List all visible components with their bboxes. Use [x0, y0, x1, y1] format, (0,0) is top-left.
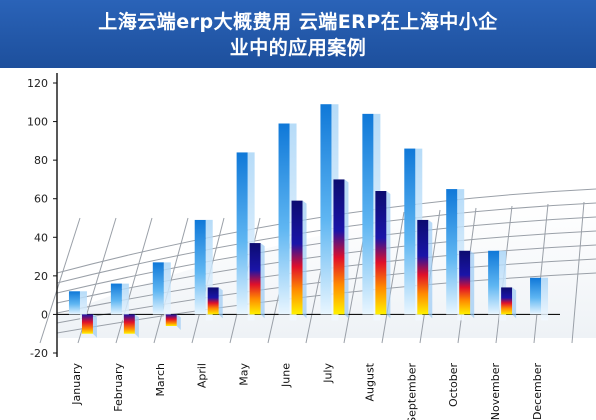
bars-group — [68, 104, 549, 338]
floor-gridline — [115, 217, 153, 344]
bar-august-series1 — [362, 113, 374, 315]
bar-march-series1 — [152, 262, 164, 315]
x-tick-label-february: February — [112, 363, 125, 412]
bar-side — [260, 243, 265, 319]
bar-january-series2 — [81, 314, 93, 334]
x-tick-label-june: June — [280, 363, 293, 388]
bar-may-series2 — [249, 243, 261, 315]
bar-may-series1 — [236, 152, 248, 315]
x-tick-label-march: March — [154, 363, 167, 397]
bar-november-series1 — [488, 250, 500, 315]
x-tick-label-july: July — [321, 363, 334, 384]
bar-june-series2 — [291, 200, 303, 315]
bar-december-series1 — [530, 277, 542, 315]
bar-april-series2 — [207, 287, 219, 315]
bar-side — [344, 179, 349, 319]
bar-side — [386, 191, 391, 319]
bar-march-series2 — [165, 314, 177, 326]
bar-january-series1 — [68, 291, 80, 315]
x-tick-label-may: May — [238, 363, 251, 386]
bar-side — [218, 287, 223, 319]
bar-side — [302, 200, 307, 319]
floor-gridline — [571, 201, 585, 344]
bar-side — [176, 314, 181, 330]
bar-july-series2 — [333, 179, 345, 315]
y-tick-label: 100 — [27, 116, 48, 129]
bar-side — [470, 250, 475, 319]
bar-side — [92, 314, 97, 338]
bar-side — [428, 219, 433, 319]
chart-title-line-1: 上海云端erp大概费用 云端ERP在上海中小企 — [98, 11, 498, 33]
bar-side — [121, 283, 129, 321]
bar-chart: -20 0 20 40 60 80 100 120 January February March A… — [27, 73, 596, 420]
floor-gridline — [153, 217, 189, 344]
bar-october-series1 — [446, 189, 458, 315]
bar-side — [79, 291, 87, 321]
bar-september-series1 — [404, 148, 416, 315]
x-tick-label-december: December — [531, 363, 544, 420]
y-tick-label: 80 — [34, 154, 48, 167]
bar-august-series2 — [375, 191, 387, 315]
bar-side — [134, 314, 139, 338]
x-tick-label-august: August — [363, 362, 376, 401]
bar-february-series1 — [110, 283, 122, 315]
y-tick-label: -20 — [30, 347, 48, 360]
bar-side — [541, 277, 549, 321]
bar-side — [163, 262, 171, 321]
bar-side — [512, 287, 517, 319]
y-axis: -20 0 20 40 60 80 100 120 — [27, 73, 560, 360]
floor-gridline — [39, 217, 81, 344]
floor-gridline — [381, 211, 405, 344]
x-tick-label-april: April — [196, 363, 209, 388]
y-tick-label: 40 — [34, 231, 48, 244]
x-tick-label-september: September — [405, 363, 418, 420]
bar-october-series2 — [459, 250, 471, 315]
bar-february-series2 — [123, 314, 135, 334]
y-tick-label: 0 — [41, 308, 48, 321]
x-tick-label-january: January — [70, 363, 83, 406]
x-tick-label-october: October — [447, 363, 460, 407]
bar-april-series1 — [194, 219, 206, 315]
y-tick-label: 20 — [34, 270, 48, 283]
y-tick-label: 60 — [34, 193, 48, 206]
title-banner: 上海云端erp大概费用 云端ERP在上海中小企 业中的应用案例 — [0, 0, 596, 68]
bar-july-series1 — [320, 104, 332, 315]
category-labels: January February March April May June July Augu… — [70, 362, 544, 420]
y-tick-label: 120 — [27, 77, 48, 90]
chart-title-line-2: 业中的应用案例 — [229, 37, 367, 59]
bar-november-series2 — [501, 287, 513, 315]
bar-june-series1 — [278, 123, 290, 315]
x-tick-label-november: November — [489, 363, 502, 420]
bar-september-series2 — [417, 219, 429, 315]
floor-gridline — [533, 203, 549, 344]
